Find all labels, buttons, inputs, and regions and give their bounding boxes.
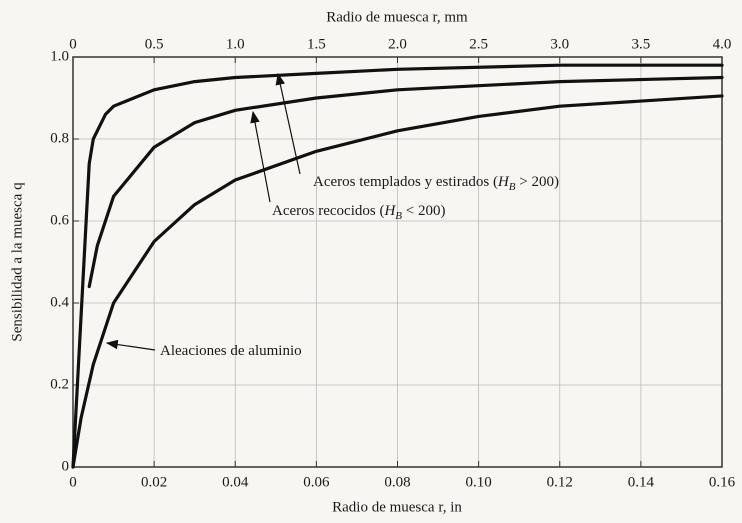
annotation-arrow xyxy=(250,110,271,203)
x-tick-label: 0.12 xyxy=(547,474,573,490)
y-axis-title: Sensibilidad a la muesca q xyxy=(9,182,25,342)
annotation-arrow xyxy=(105,339,156,351)
annotation-text: < 200) xyxy=(402,203,445,219)
y-tick-label: 1.0 xyxy=(50,48,69,64)
y-tick-label: 0.2 xyxy=(50,376,69,392)
x2-tick-label: 2.0 xyxy=(388,36,407,52)
annotation-text: > 200) xyxy=(516,174,559,190)
x-tick-label: 0.02 xyxy=(141,474,167,490)
annotation: Aceros recocidos (HB < 200) xyxy=(272,203,446,221)
x2-tick-label: 0.5 xyxy=(145,36,164,52)
x-tick-label: 0.08 xyxy=(384,474,410,490)
annotation: Aleaciones de aluminio xyxy=(160,343,302,359)
y-tick-label: 0.6 xyxy=(50,212,69,228)
series-line xyxy=(87,75,724,289)
annotation-subscript: B xyxy=(395,210,402,222)
y-tick-label: 0 xyxy=(62,458,70,474)
annotation: Aceros templados y estirados (HB > 200) xyxy=(313,174,559,192)
x-tick-label: 0.16 xyxy=(709,474,736,490)
annotation-symbol: H xyxy=(497,174,510,190)
series-line xyxy=(71,94,724,469)
x-axis-title: Radio de muesca r, in xyxy=(332,499,462,515)
x2-tick-label: 4.0 xyxy=(713,36,732,52)
annotation-text: Aleaciones de aluminio xyxy=(160,343,302,359)
x2-axis-title: Radio de muesca r, mm xyxy=(326,9,468,25)
x2-tick-label: 1.0 xyxy=(226,36,245,52)
y-tick-label: 0.4 xyxy=(50,294,69,310)
x2-tick-label: 3.0 xyxy=(550,36,569,52)
annotation-text: Aceros recocidos ( xyxy=(272,203,384,219)
x-tick-label: 0.10 xyxy=(466,474,492,490)
annotation-subscript: B xyxy=(509,181,516,193)
y-tick-label: 0.8 xyxy=(50,130,69,146)
annotation-text: Aceros templados y estirados ( xyxy=(313,174,498,190)
series-line xyxy=(71,63,724,469)
x-tick-label: 0.06 xyxy=(303,474,330,490)
x-tick-label: 0.04 xyxy=(222,474,249,490)
x2-tick-label: 0 xyxy=(69,36,77,52)
x-tick-label: 0.14 xyxy=(628,474,655,490)
x2-tick-label: 3.5 xyxy=(632,36,651,52)
x-tick-label: 0 xyxy=(69,474,77,490)
annotation-symbol: H xyxy=(383,203,396,219)
x2-tick-label: 1.5 xyxy=(307,36,326,52)
x2-tick-label: 2.5 xyxy=(469,36,488,52)
